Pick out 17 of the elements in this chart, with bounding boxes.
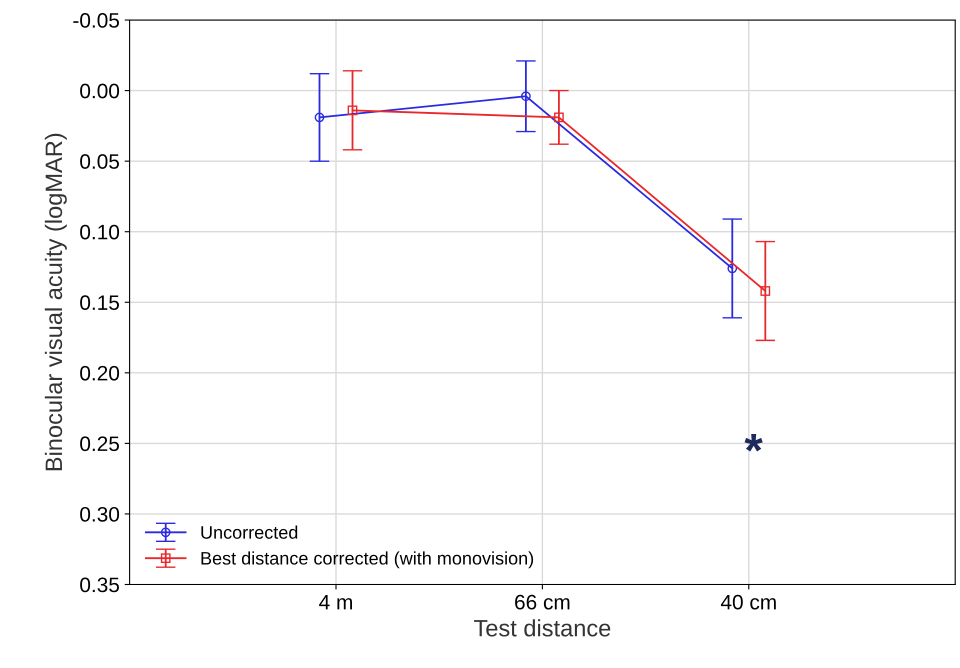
x-tick-label: 66 cm	[515, 594, 570, 610]
annotation: *	[744, 434, 763, 452]
y-tick-label: 0.15	[80, 295, 120, 310]
y-tick-label: 0.00	[80, 84, 120, 98]
y-tick-label: -0.05	[73, 13, 120, 28]
y-tick-label: 0.30	[80, 506, 120, 522]
x-tick-label: 4 m	[319, 594, 352, 610]
legend-label: Uncorrected	[201, 526, 298, 539]
y-axis-title: Binocular visual acuity (logMAR)	[44, 134, 67, 470]
legend-label: Best distance corrected (with monovision)	[202, 551, 534, 568]
x-axis-title: Test distance	[474, 619, 610, 637]
y-tick-label: 0.35	[80, 578, 120, 592]
x-tick-label: 40 cm	[720, 594, 776, 610]
y-tick-label: 0.10	[80, 224, 120, 240]
y-tick-label: 0.20	[80, 366, 120, 381]
y-tick-label: 0.05	[80, 154, 120, 169]
y-tick-label: 0.25	[80, 436, 120, 452]
